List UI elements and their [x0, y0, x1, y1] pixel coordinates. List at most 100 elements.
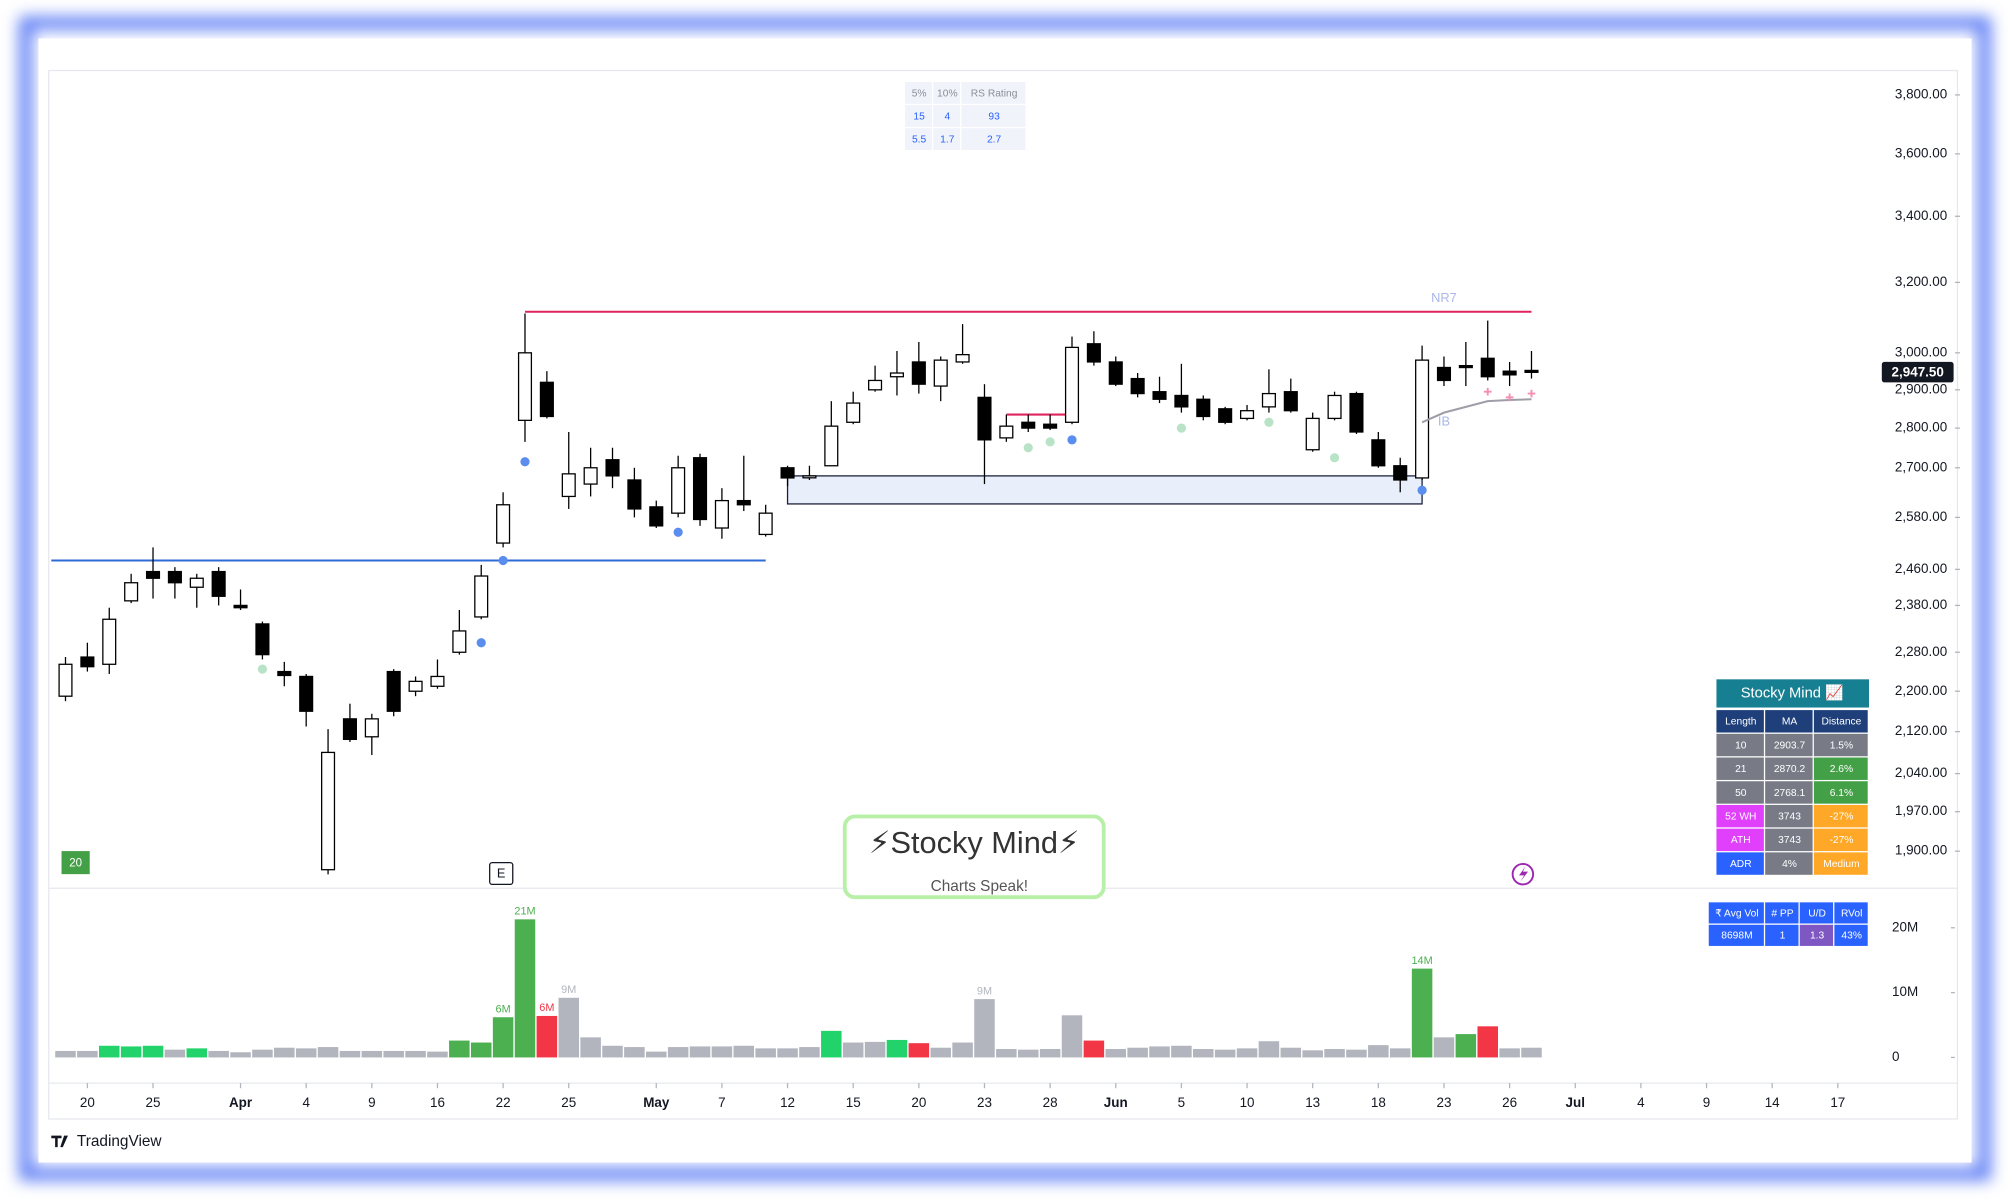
table-text: 5.5 [912, 134, 927, 145]
x-tick-label: 25 [561, 1095, 576, 1110]
volume-bar [842, 1042, 864, 1058]
volume-bar [208, 1050, 229, 1058]
volume-bar [1521, 1047, 1542, 1058]
candle-body [1436, 366, 1452, 382]
volume-bar [1346, 1049, 1367, 1058]
x-tick-label: Jun [1104, 1095, 1128, 1110]
brand: TradingView [77, 1133, 163, 1150]
volume-bar [1127, 1047, 1148, 1058]
table-text: 1.3 [1810, 931, 1825, 942]
volume-bar [1280, 1047, 1302, 1058]
volume-bar [624, 1047, 645, 1058]
table-cell [1813, 733, 1868, 757]
table-cell [1799, 924, 1834, 946]
volume-bar [689, 1046, 711, 1058]
volume-label: 9M [977, 985, 992, 997]
volume-label: 21M [514, 906, 535, 918]
volume-bar [558, 997, 580, 1058]
candle-body [736, 499, 751, 506]
x-tick-label: 15 [846, 1095, 861, 1110]
watermark-subtitle: Charts Speak! [931, 878, 1028, 895]
volume-bar [317, 1047, 339, 1058]
table-text: 1.5% [1830, 740, 1853, 751]
table-cell [933, 128, 961, 150]
volume-bar [449, 1040, 470, 1058]
signal-cross [1483, 387, 1492, 396]
volume-bar [930, 1047, 951, 1058]
volume-bar [405, 1050, 426, 1058]
candle-body [1458, 364, 1473, 369]
table-text: 15 [913, 111, 925, 122]
watermark-box [842, 814, 1106, 900]
frame [38, 38, 1972, 1163]
y-tick-label: 3,000.00 [1895, 344, 1947, 359]
table-cell [1834, 924, 1868, 946]
x-tick-label: 28 [1043, 1095, 1058, 1110]
annotation: NR7 [1431, 290, 1457, 305]
volume-bar [864, 1041, 886, 1058]
table-cell [933, 82, 961, 104]
volume-bar [470, 1042, 492, 1058]
candle-body [780, 467, 795, 479]
candle-body [233, 604, 248, 609]
volume-bar [1017, 1049, 1039, 1058]
alert-icon-bolt [1519, 866, 1529, 882]
table-cell [905, 105, 932, 127]
volume-bar [1411, 968, 1433, 1058]
y-tick-label: 2,200.00 [1895, 683, 1947, 698]
candle-body [1393, 465, 1408, 481]
volume-bar [120, 1046, 142, 1058]
y-tick-label: 2,580.00 [1895, 509, 1947, 524]
volume-bar [1258, 1041, 1280, 1058]
candle-body [1261, 392, 1276, 408]
candle-body [539, 381, 554, 418]
signal-dot [673, 527, 683, 537]
candle-body [1327, 394, 1342, 420]
y-tick-label: 3,600.00 [1895, 145, 1947, 160]
candle-body [649, 506, 664, 527]
y-tick-label: 2,800.00 [1895, 420, 1947, 435]
table-text: 3743 [1778, 811, 1801, 822]
volume-bar [1477, 1026, 1498, 1058]
table-text: Distance [1821, 717, 1861, 728]
volume-bar [1433, 1037, 1455, 1058]
candle-body [824, 425, 839, 467]
candle-body [102, 618, 117, 665]
candle-body [1043, 423, 1058, 429]
table-text: 2870.2 [1774, 764, 1806, 775]
candle-body [583, 467, 598, 485]
y-tick-label: 1,970.00 [1895, 803, 1947, 818]
table-cell [1765, 757, 1813, 780]
candle-body [999, 425, 1014, 439]
alert-icon[interactable] [1511, 862, 1535, 886]
earnings-label: E [497, 866, 506, 881]
table-text: 2.6% [1830, 764, 1853, 775]
candle-body [1086, 343, 1101, 363]
candle-body [1196, 398, 1211, 418]
x-tick-label: Apr [229, 1095, 253, 1110]
candle-body [758, 512, 773, 536]
table-cell [961, 128, 1026, 150]
table-title-bg [1716, 679, 1869, 708]
candle-body [167, 570, 182, 584]
table-text: 8698M [1721, 931, 1752, 942]
table-cell [1716, 852, 1764, 875]
volume-bar [886, 1039, 908, 1058]
volume-bar [164, 1049, 186, 1058]
candle-body [671, 467, 686, 514]
table-text: 5% [912, 88, 927, 99]
table-text: Length [1725, 717, 1757, 728]
volume-bar [1302, 1050, 1323, 1058]
volume-label: 6M [539, 1002, 554, 1014]
candle-body [846, 402, 861, 423]
candle-body [692, 457, 708, 521]
volume-bar [821, 1030, 842, 1058]
volume-bar [77, 1050, 98, 1058]
table-cell [905, 82, 932, 104]
volume-bar [492, 1017, 514, 1058]
candle-body [1305, 417, 1320, 451]
table-cell [1813, 781, 1868, 804]
y-tick-label: 3,800.00 [1895, 86, 1947, 101]
